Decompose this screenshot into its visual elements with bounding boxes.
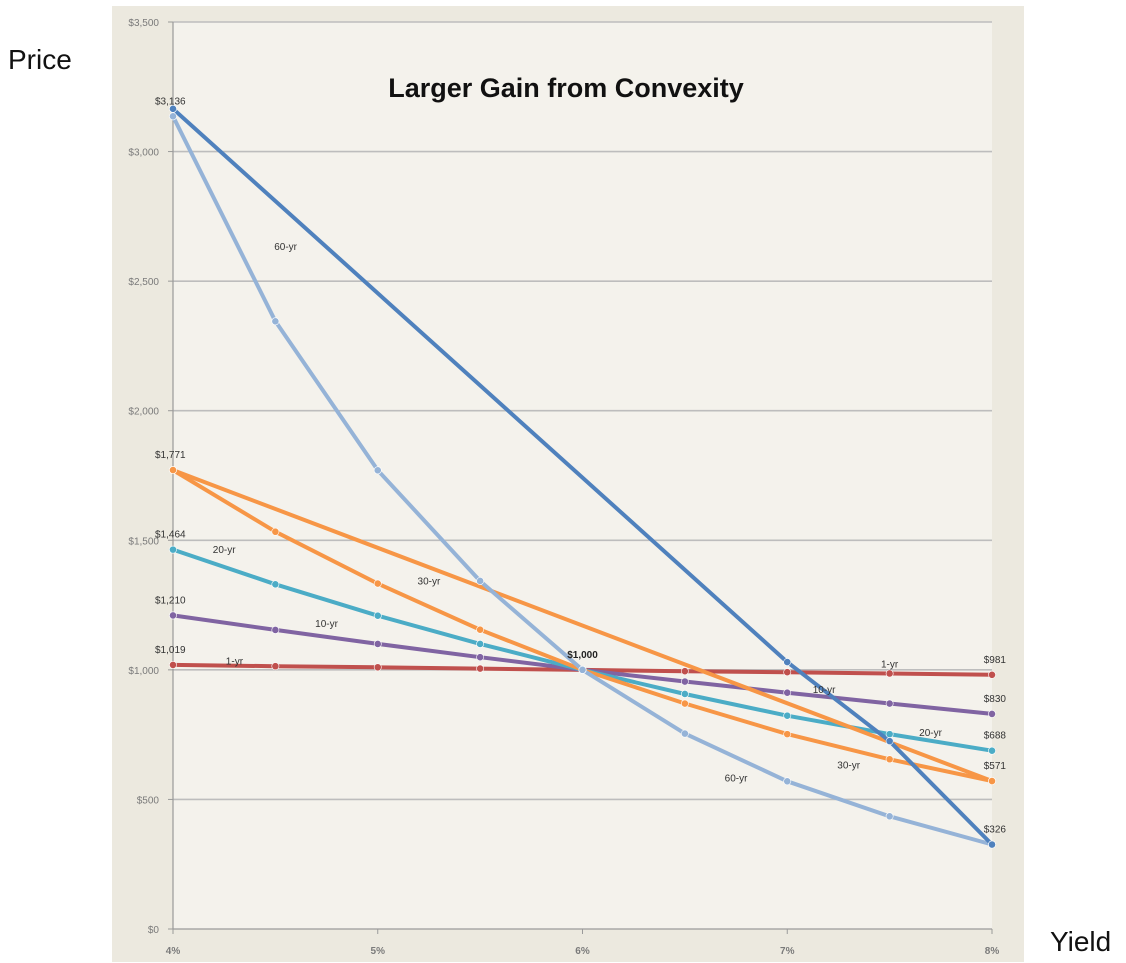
data-point xyxy=(169,545,177,554)
data-point xyxy=(680,690,689,698)
data-label: $571 xyxy=(984,761,1007,772)
data-label: $1,464 xyxy=(155,530,186,541)
data-point xyxy=(885,669,894,678)
series-label: 60-yr xyxy=(274,242,297,253)
series-label: 1-yr xyxy=(881,659,899,670)
data-point xyxy=(680,699,689,708)
axes: $0 $500 $1,000 $1,500 $2,000 $2,500 $3,000 $3,5… xyxy=(128,18,999,957)
x-tick-label: 4% xyxy=(166,946,181,957)
y-tick-label: $1,500 xyxy=(128,536,159,547)
series-label: 60-yr xyxy=(725,773,748,784)
data-label: $1,019 xyxy=(155,645,186,656)
data-point xyxy=(988,746,996,755)
data-point xyxy=(373,640,382,648)
y-tick-label: $500 xyxy=(137,795,160,806)
y-tick-label: $2,500 xyxy=(128,277,159,288)
data-point xyxy=(885,737,894,746)
data-point xyxy=(476,653,485,662)
x-tick-label: 6% xyxy=(575,946,590,957)
data-label: $688 xyxy=(984,731,1007,742)
data-point xyxy=(271,580,280,589)
data-point xyxy=(373,663,382,672)
data-label: $981 xyxy=(984,655,1007,666)
series-label: 1-yr xyxy=(226,657,244,668)
data-point xyxy=(885,699,894,708)
data-point xyxy=(783,777,792,786)
y-tick-label: $2,000 xyxy=(128,407,159,418)
data-point xyxy=(988,670,996,679)
data-point xyxy=(783,668,792,677)
series-line-6 xyxy=(171,106,994,847)
data-point xyxy=(169,104,177,113)
data-point xyxy=(680,729,689,738)
series-label: 10-yr xyxy=(315,619,338,630)
series-label: 30-yr xyxy=(418,576,441,587)
y-tick-label: $3,000 xyxy=(128,148,159,159)
data-point xyxy=(680,677,689,686)
chart-title: Larger Gain from Convexity xyxy=(388,73,744,103)
series-label: 20-yr xyxy=(213,545,236,556)
y-axis-label: Price xyxy=(8,44,72,75)
data-label: $1,210 xyxy=(155,595,186,606)
data-point xyxy=(885,812,894,821)
data-label: $3,136 xyxy=(155,96,186,107)
data-point xyxy=(680,667,689,676)
data-point xyxy=(783,730,792,739)
data-point xyxy=(988,840,996,849)
data-point xyxy=(783,688,792,697)
data-point xyxy=(783,711,792,720)
data-point xyxy=(885,755,894,764)
x-axis-label: Yield xyxy=(1050,926,1112,957)
data-label: $830 xyxy=(984,694,1007,705)
y-tick-label: $3,500 xyxy=(128,18,159,29)
data-point xyxy=(476,664,485,673)
data-point xyxy=(476,577,485,585)
y-tick-label: $0 xyxy=(148,925,160,936)
data-point xyxy=(271,626,280,634)
data-point xyxy=(169,466,177,474)
series-label: 10-yr xyxy=(813,685,836,696)
data-point xyxy=(373,579,382,588)
data-labels: $3,136 $1,771 $1,464 $1,210 $1,019 $1,000 $981… xyxy=(155,96,1006,835)
data-point xyxy=(271,317,280,326)
data-label: $1,000 xyxy=(567,650,598,661)
data-point xyxy=(578,665,587,674)
data-point xyxy=(885,730,894,739)
data-point xyxy=(988,710,996,718)
data-point xyxy=(271,527,280,536)
gridlines xyxy=(173,21,992,801)
data-point xyxy=(476,640,485,648)
data-point xyxy=(169,112,177,121)
data-point xyxy=(988,777,996,785)
x-tick-label: 8% xyxy=(985,946,1000,957)
data-point xyxy=(783,658,792,666)
data-point xyxy=(169,611,177,620)
data-point xyxy=(373,466,382,475)
data-label: $1,771 xyxy=(155,450,186,461)
data-label: $326 xyxy=(984,825,1007,836)
data-point xyxy=(476,625,485,634)
series-line-4 xyxy=(171,468,994,783)
data-point xyxy=(271,662,280,671)
data-point xyxy=(169,661,177,669)
series-label: 20-yr xyxy=(919,728,942,739)
x-tick-label: 5% xyxy=(371,946,386,957)
data-point xyxy=(373,611,382,620)
series-label: 30-yr xyxy=(837,760,860,771)
y-tick-label: $1,000 xyxy=(128,666,159,677)
x-tick-label: 7% xyxy=(780,946,795,957)
series-markers xyxy=(169,104,996,849)
